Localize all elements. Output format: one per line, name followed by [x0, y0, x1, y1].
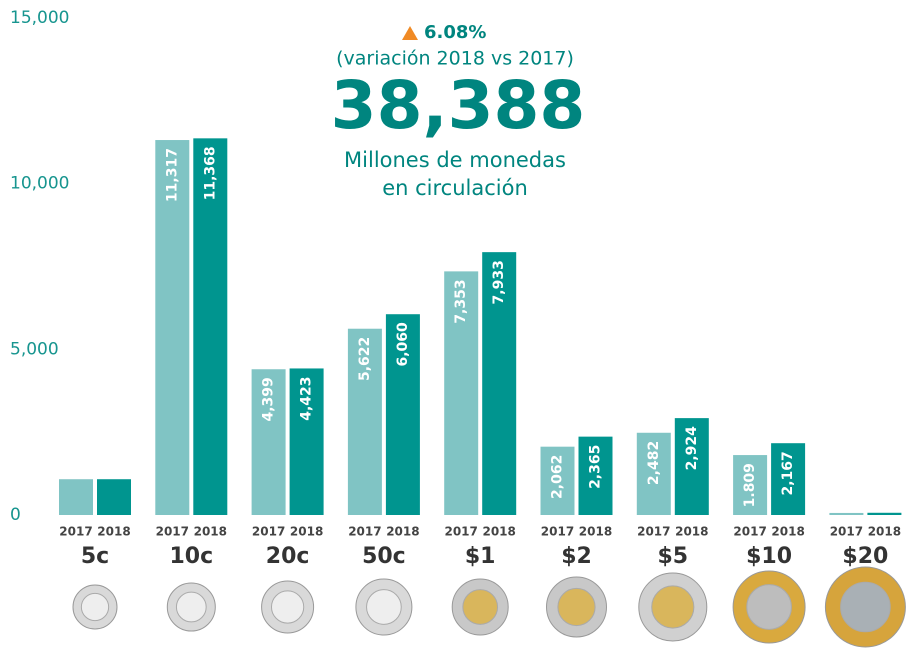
value-label: 6,060	[395, 322, 411, 367]
bar	[193, 138, 228, 515]
series-label: 2017	[541, 525, 574, 539]
coin-center	[557, 587, 596, 627]
bar	[733, 455, 768, 515]
value-label: 5,622	[357, 337, 373, 381]
bar	[97, 479, 131, 515]
coin-center	[462, 589, 499, 625]
bar	[674, 418, 709, 515]
value-label: 11,368	[202, 146, 218, 200]
bar	[578, 436, 613, 515]
bar	[385, 314, 420, 515]
value-label: 7,933	[491, 260, 507, 304]
bar	[867, 512, 902, 515]
bar	[251, 369, 286, 515]
y-tick-label: 5,000	[10, 339, 59, 359]
bar	[771, 443, 806, 515]
series-label: 2017	[637, 525, 670, 539]
series-label: 2017	[59, 525, 92, 539]
bar	[482, 252, 517, 515]
value-label: 11,317	[164, 148, 180, 202]
y-tick-label: 0	[10, 505, 21, 525]
x-tick-label: $10	[746, 544, 792, 569]
coin-center	[175, 591, 207, 623]
series-label: 2017	[830, 525, 863, 539]
value-label: 1,080	[92, 457, 137, 473]
bar	[540, 446, 575, 515]
series-label: 2018	[290, 525, 323, 539]
coin-center	[270, 590, 305, 624]
x-tick-label: $5	[657, 544, 688, 569]
bar	[155, 140, 190, 515]
series-label: 2018	[194, 525, 227, 539]
x-tick-label: $20	[842, 544, 888, 569]
value-label: 67	[875, 491, 894, 507]
x-tick-label: $2	[561, 544, 592, 569]
coin-center	[840, 581, 891, 633]
bar	[829, 512, 864, 515]
series-label: 2017	[348, 525, 381, 539]
series-label: 2018	[97, 525, 130, 539]
bar	[289, 368, 324, 515]
value-label: 1.809	[742, 463, 758, 507]
comparison: (variación 2018 vs 2017)	[336, 48, 574, 70]
x-tick-label: 20c	[266, 544, 310, 569]
value-label: 4,423	[299, 376, 315, 420]
bar	[444, 271, 479, 515]
value-label: 2,062	[550, 455, 566, 499]
series-label: 2017	[444, 525, 477, 539]
series-label: 2017	[156, 525, 189, 539]
value-label: 2,482	[646, 441, 662, 485]
value-label: 4,399	[261, 377, 277, 421]
coin-center	[651, 585, 695, 629]
series-label: 2017	[252, 525, 285, 539]
value-label: 2,167	[780, 451, 796, 495]
value-label: 7,353	[453, 279, 469, 323]
series-label: 2018	[386, 525, 419, 539]
change: 6.08%	[424, 22, 486, 43]
series-label: 2018	[579, 525, 612, 539]
value-label: 2,924	[684, 426, 700, 471]
bar	[347, 328, 382, 515]
series-label: 2018	[482, 525, 515, 539]
y-tick-label: 10,000	[10, 174, 69, 194]
bar	[636, 432, 671, 515]
series-label: 2017	[733, 525, 766, 539]
caption: Millones de monedas	[344, 148, 566, 172]
x-tick-label: 5c	[81, 544, 109, 569]
series-label: 2018	[771, 525, 804, 539]
series-label: 2018	[868, 525, 901, 539]
caption: en circulación	[382, 176, 528, 200]
series-label: 2018	[675, 525, 708, 539]
bar	[59, 479, 93, 515]
total: 38,388	[331, 67, 586, 144]
x-tick-label: 10c	[169, 544, 213, 569]
value-label: 1,080	[54, 457, 99, 473]
value-label: 2,365	[588, 445, 604, 489]
x-tick-label: $1	[465, 544, 496, 569]
coin-center	[366, 589, 402, 625]
up-arrow	[402, 26, 418, 40]
coin-center	[746, 584, 792, 630]
coin-center	[80, 592, 110, 622]
value-label: 62	[837, 491, 856, 507]
y-tick-label: 15,000	[10, 8, 69, 28]
x-tick-label: 50c	[362, 544, 406, 569]
